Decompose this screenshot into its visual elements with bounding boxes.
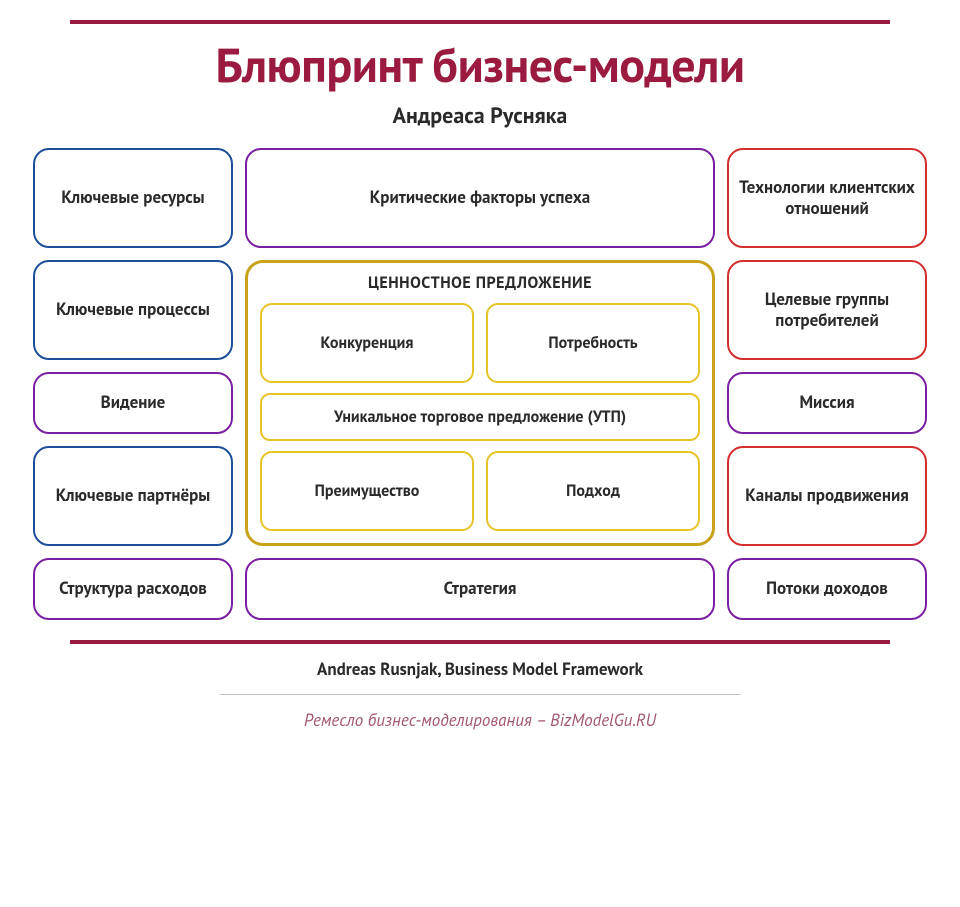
label: Ключевые партнёры <box>56 485 210 506</box>
box-strategy: Стратегия <box>245 558 715 620</box>
box-revenue-streams: Потоки доходов <box>727 558 927 620</box>
bottom-rule <box>70 640 890 644</box>
box-cost-structure: Структура расходов <box>33 558 233 620</box>
vp-bottom-row: Преимущество Подход <box>260 451 700 531</box>
box-approach: Подход <box>486 451 700 531</box>
label: Преимущество <box>315 481 420 501</box>
top-rule <box>70 20 890 24</box>
box-key-resources: Ключевые ресурсы <box>33 148 233 248</box>
box-competition: Конкуренция <box>260 303 474 383</box>
box-customer-relation-tech: Технологии клиентских отношений <box>727 148 927 248</box>
label: Конкуренция <box>321 333 414 353</box>
label: Миссия <box>799 392 854 413</box>
label: Ключевые ресурсы <box>61 187 204 208</box>
value-proposition-title: ЦЕННОСТНОЕ ПРЕДЛОЖЕНИЕ <box>260 273 700 293</box>
box-target-customers: Целевые группы потребителей <box>727 260 927 360</box>
value-proposition-container: ЦЕННОСТНОЕ ПРЕДЛОЖЕНИЕ Конкуренция Потре… <box>245 260 715 546</box>
label: Стратегия <box>444 578 517 599</box>
vp-top-row: Конкуренция Потребность <box>260 303 700 383</box>
label: Потребность <box>548 333 637 353</box>
box-mission: Миссия <box>727 372 927 434</box>
label: Потоки доходов <box>766 578 888 599</box>
label: Видение <box>101 392 166 413</box>
page-subtitle: Андреаса Русняка <box>30 102 930 130</box>
footer-author: Andreas Rusnjak, Business Model Framewor… <box>30 658 930 680</box>
label: Ключевые процессы <box>56 299 210 320</box>
label: Подход <box>566 481 620 501</box>
box-channels: Каналы продвижения <box>727 446 927 546</box>
footer-tagline-text: Ремесло бизнес-моделирования – <box>304 709 546 731</box>
box-vision: Видение <box>33 372 233 434</box>
label: Уникальное торговое предложение (УТП) <box>334 407 626 427</box>
page-title: Блюпринт бизнес-модели <box>30 34 930 96</box>
label: Критические факторы успеха <box>370 187 590 208</box>
box-need: Потребность <box>486 303 700 383</box>
footer-rule <box>220 694 740 695</box>
label: Структура расходов <box>59 578 207 599</box>
box-critical-success-factors: Критические факторы успеха <box>245 148 715 248</box>
box-advantage: Преимущество <box>260 451 474 531</box>
label: Технологии клиентских отношений <box>737 177 917 220</box>
blueprint-grid: Ключевые ресурсы Критические факторы усп… <box>30 148 930 620</box>
label: Каналы продвижения <box>745 485 909 506</box>
footer-site-domain: BizModelGu.RU <box>550 709 656 731</box>
label: Целевые группы потребителей <box>737 289 917 332</box>
box-key-partners: Ключевые партнёры <box>33 446 233 546</box>
box-key-processes: Ключевые процессы <box>33 260 233 360</box>
box-usp: Уникальное торговое предложение (УТП) <box>260 393 700 441</box>
footer-tagline: Ремесло бизнес-моделирования – BizModelG… <box>30 709 930 731</box>
